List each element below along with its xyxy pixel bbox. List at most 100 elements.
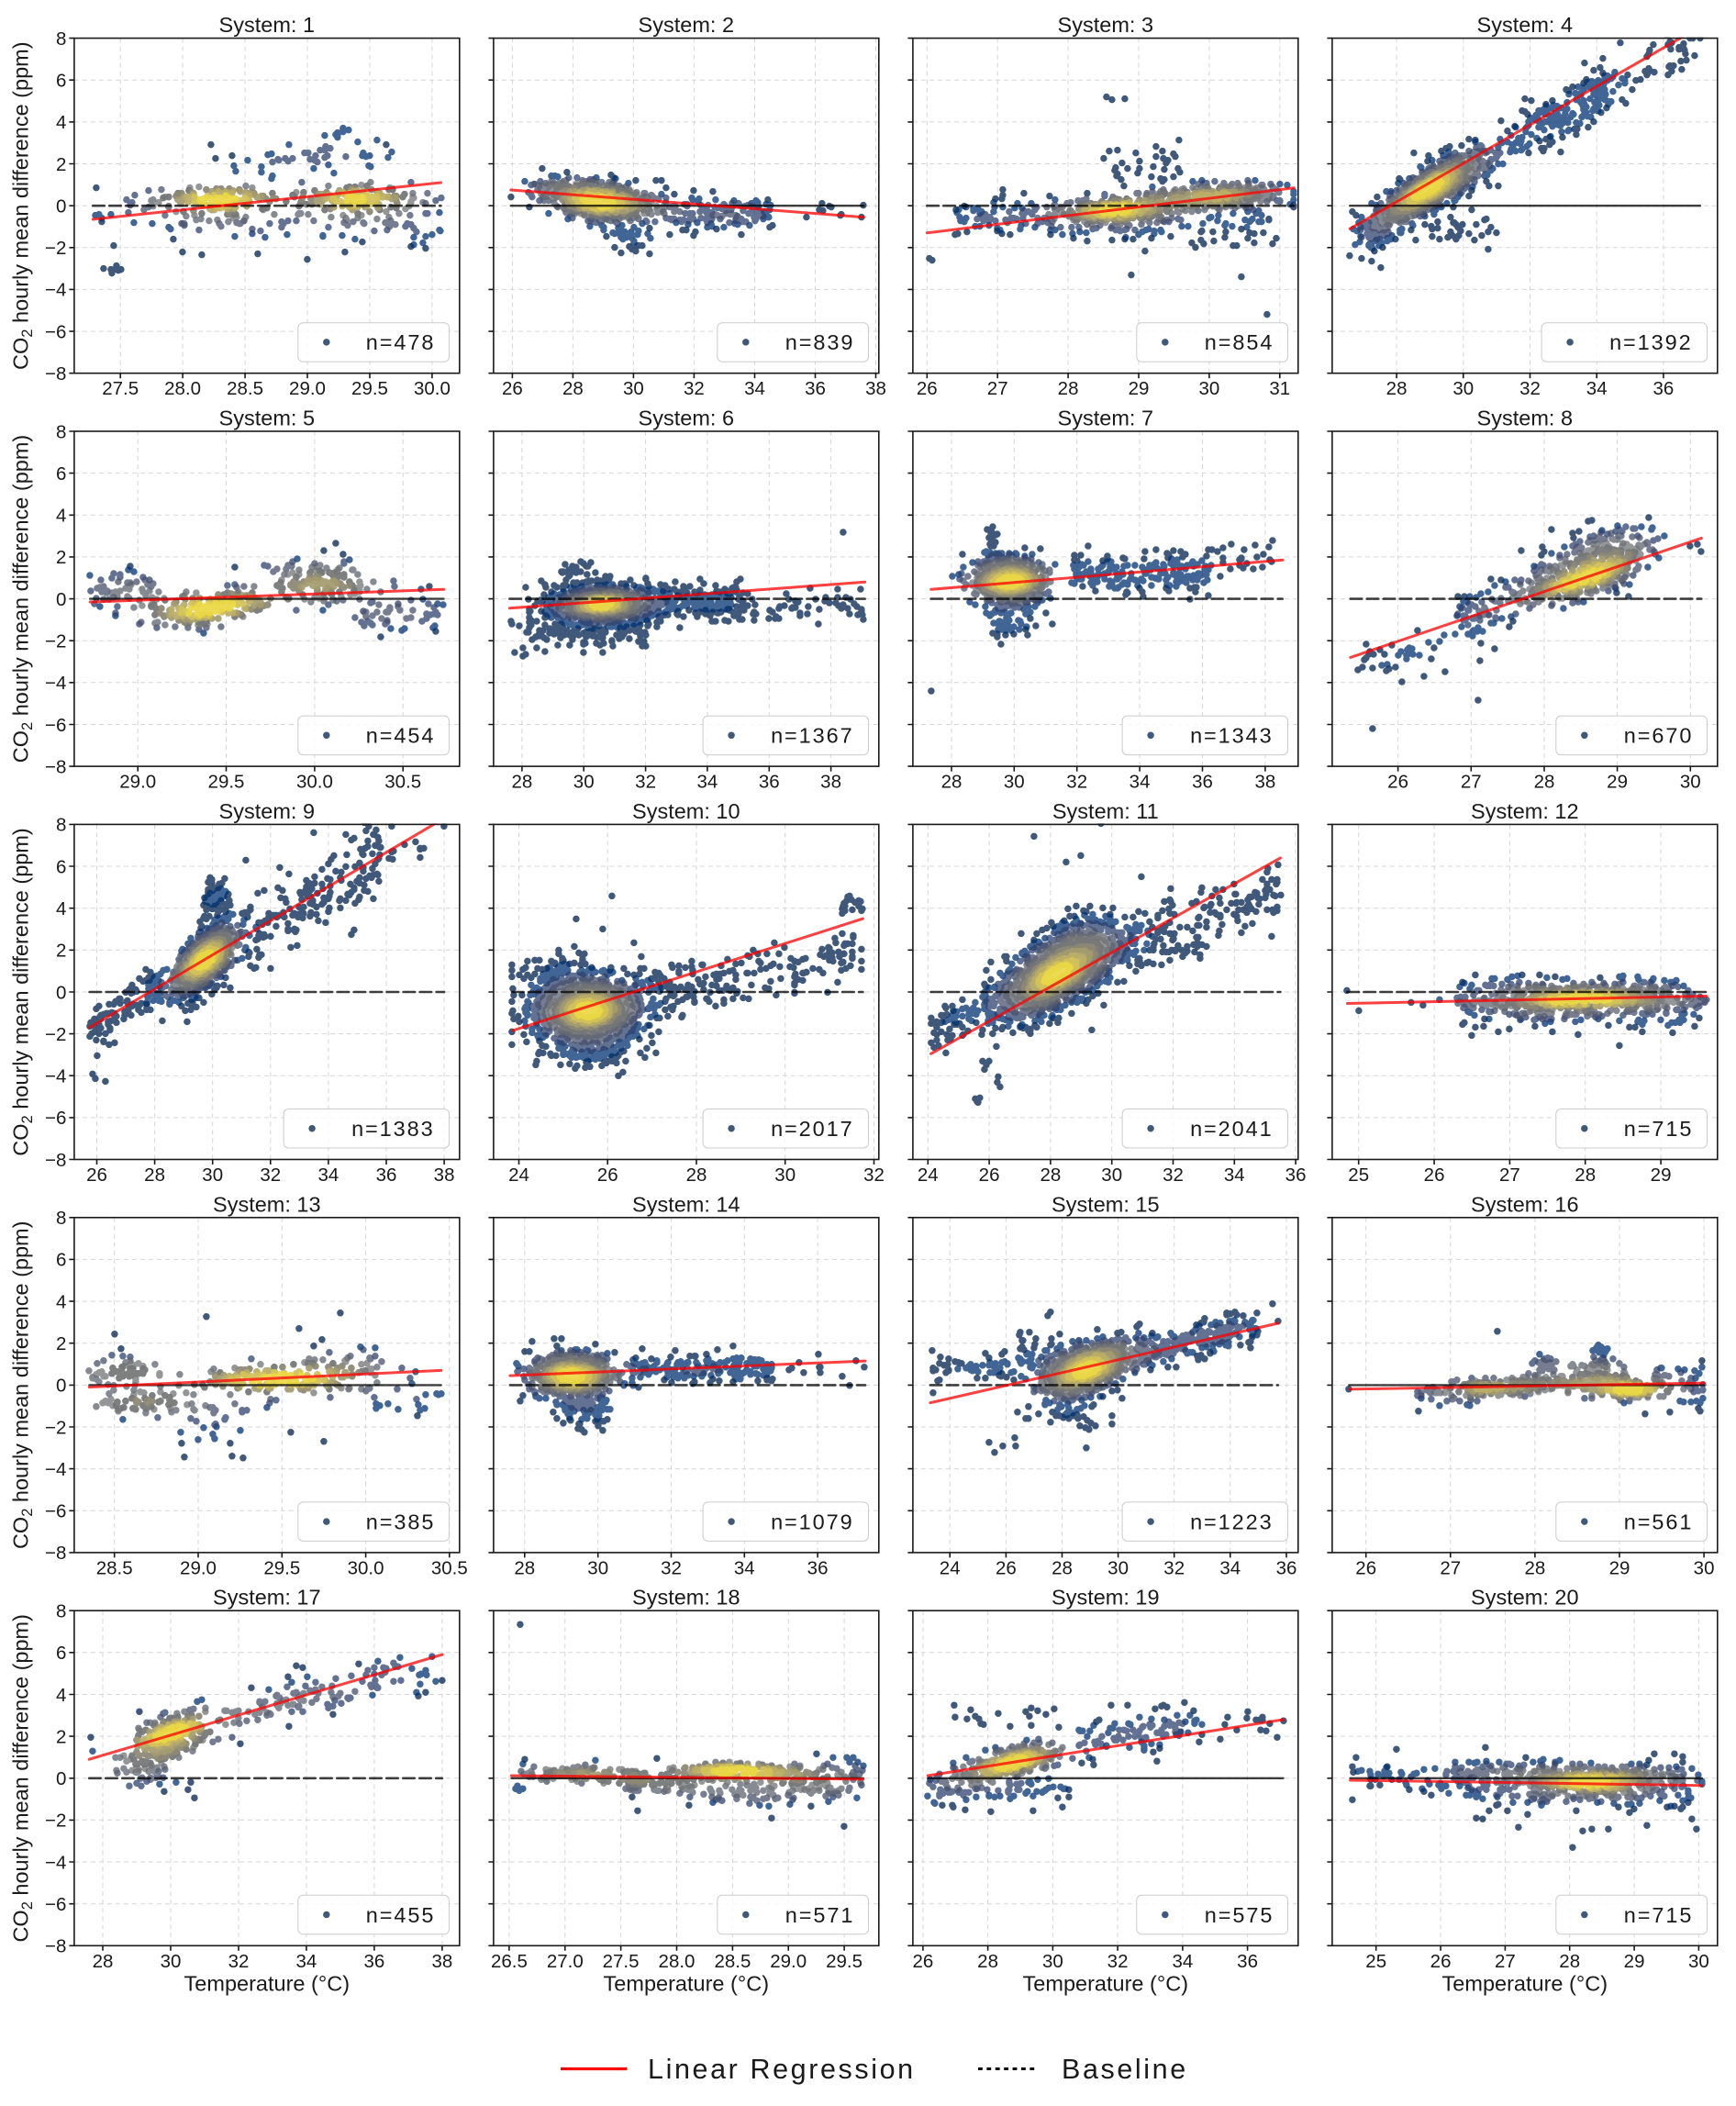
svg-text:n=1079: n=1079 xyxy=(771,1510,853,1533)
svg-text:n=2041: n=2041 xyxy=(1190,1117,1273,1141)
svg-text:System: 7: System: 7 xyxy=(1058,407,1153,430)
svg-text:29.0: 29.0 xyxy=(180,1557,217,1578)
svg-text:29.5: 29.5 xyxy=(351,378,388,399)
svg-text:n=385: n=385 xyxy=(366,1510,436,1533)
svg-text:4: 4 xyxy=(56,1291,66,1312)
svg-text:n=575: n=575 xyxy=(1205,1903,1274,1927)
svg-text:32: 32 xyxy=(1066,772,1087,793)
svg-text:0: 0 xyxy=(56,196,66,217)
svg-text:30: 30 xyxy=(1101,1164,1122,1186)
svg-text:−2: −2 xyxy=(45,631,66,652)
svg-text:28: 28 xyxy=(941,772,963,793)
svg-text:System: 10: System: 10 xyxy=(632,799,740,823)
svg-text:8: 8 xyxy=(56,1208,66,1229)
svg-text:30: 30 xyxy=(623,378,644,399)
svg-text:30.0: 30.0 xyxy=(348,1557,384,1578)
svg-text:n=1367: n=1367 xyxy=(771,724,853,748)
svg-text:32: 32 xyxy=(661,1557,682,1578)
svg-text:System: 5: System: 5 xyxy=(219,407,315,430)
svg-text:26: 26 xyxy=(597,1164,618,1186)
svg-text:30.0: 30.0 xyxy=(414,378,451,399)
svg-text:30: 30 xyxy=(202,1164,223,1186)
svg-text:29.0: 29.0 xyxy=(770,1951,807,1972)
svg-text:34: 34 xyxy=(734,1557,755,1578)
svg-text:Temperature (°C): Temperature (°C) xyxy=(1023,1971,1188,1995)
svg-text:28.0: 28.0 xyxy=(659,1951,696,1972)
svg-text:29: 29 xyxy=(1129,378,1150,399)
svg-text:27: 27 xyxy=(1461,772,1482,793)
svg-text:34: 34 xyxy=(1172,1951,1193,1972)
svg-text:27.5: 27.5 xyxy=(603,1951,640,1972)
svg-text:6: 6 xyxy=(56,463,66,485)
svg-text:38: 38 xyxy=(820,772,841,793)
svg-text:0: 0 xyxy=(56,1768,66,1789)
svg-text:Temperature (°C): Temperature (°C) xyxy=(184,1971,350,1995)
svg-text:27: 27 xyxy=(987,378,1008,399)
svg-text:−2: −2 xyxy=(45,1417,66,1438)
svg-text:36: 36 xyxy=(1653,378,1674,399)
svg-text:CO2 hourly mean difference (pp: CO2 hourly mean difference (ppm) xyxy=(9,1221,37,1550)
svg-text:System: 19: System: 19 xyxy=(1052,1586,1160,1610)
svg-text:−4: −4 xyxy=(45,280,66,301)
svg-text:29.0: 29.0 xyxy=(119,772,156,793)
svg-text:24: 24 xyxy=(940,1557,961,1578)
svg-text:8: 8 xyxy=(56,815,66,836)
svg-text:38: 38 xyxy=(434,1164,455,1186)
svg-text:28.5: 28.5 xyxy=(714,1951,751,1972)
svg-text:6: 6 xyxy=(56,1643,66,1664)
svg-text:28: 28 xyxy=(144,1164,165,1186)
svg-text:n=1343: n=1343 xyxy=(1190,724,1273,748)
svg-text:System: 11: System: 11 xyxy=(1052,799,1159,823)
svg-text:24: 24 xyxy=(508,1164,529,1186)
svg-text:System: 4: System: 4 xyxy=(1477,13,1573,37)
svg-text:System: 12: System: 12 xyxy=(1471,799,1579,823)
svg-text:8: 8 xyxy=(56,421,66,442)
svg-text:−4: −4 xyxy=(45,1852,66,1873)
svg-text:30: 30 xyxy=(1004,772,1025,793)
svg-text:32: 32 xyxy=(228,1951,250,1972)
svg-text:26: 26 xyxy=(1424,1164,1445,1186)
svg-text:CO2 hourly mean difference (pp: CO2 hourly mean difference (ppm) xyxy=(9,435,37,763)
svg-text:32: 32 xyxy=(1107,1951,1129,1972)
svg-text:26: 26 xyxy=(917,378,938,399)
svg-text:30: 30 xyxy=(1688,1951,1709,1972)
svg-text:4: 4 xyxy=(56,112,66,133)
svg-text:4: 4 xyxy=(56,506,66,527)
svg-text:26.5: 26.5 xyxy=(491,1951,528,1972)
svg-text:28: 28 xyxy=(1040,1164,1061,1186)
svg-text:28: 28 xyxy=(511,772,532,793)
svg-text:−6: −6 xyxy=(45,1894,66,1915)
svg-text:29.5: 29.5 xyxy=(263,1557,300,1578)
svg-text:38: 38 xyxy=(865,378,886,399)
svg-text:2: 2 xyxy=(56,547,66,568)
svg-text:25: 25 xyxy=(1365,1951,1386,1972)
svg-text:2: 2 xyxy=(56,154,66,175)
svg-text:34: 34 xyxy=(696,772,718,793)
svg-text:Baseline: Baseline xyxy=(1062,2054,1188,2085)
svg-text:2: 2 xyxy=(56,1726,66,1747)
svg-text:System: 8: System: 8 xyxy=(1477,407,1573,430)
svg-text:38: 38 xyxy=(431,1951,452,1972)
svg-text:26: 26 xyxy=(1387,772,1408,793)
svg-text:26: 26 xyxy=(86,1164,107,1186)
svg-text:n=571: n=571 xyxy=(785,1903,855,1927)
svg-text:30: 30 xyxy=(161,1951,182,1972)
svg-text:4: 4 xyxy=(56,898,66,919)
svg-text:32: 32 xyxy=(1163,1164,1184,1186)
svg-text:26: 26 xyxy=(1430,1951,1452,1972)
svg-text:30: 30 xyxy=(1694,1557,1715,1578)
svg-text:32: 32 xyxy=(260,1164,281,1186)
svg-text:CO2 hourly mean difference (pp: CO2 hourly mean difference (ppm) xyxy=(9,828,37,1156)
svg-text:24: 24 xyxy=(918,1164,939,1186)
svg-text:System: 13: System: 13 xyxy=(213,1192,321,1216)
svg-text:n=715: n=715 xyxy=(1624,1117,1694,1141)
svg-text:36: 36 xyxy=(1285,1164,1307,1186)
svg-text:n=715: n=715 xyxy=(1624,1903,1694,1927)
svg-text:0: 0 xyxy=(56,1376,66,1397)
svg-text:34: 34 xyxy=(295,1951,317,1972)
svg-text:29.0: 29.0 xyxy=(289,378,326,399)
svg-text:36: 36 xyxy=(805,378,826,399)
svg-text:29: 29 xyxy=(1607,772,1628,793)
svg-text:36: 36 xyxy=(363,1951,384,1972)
svg-text:6: 6 xyxy=(56,1250,66,1271)
